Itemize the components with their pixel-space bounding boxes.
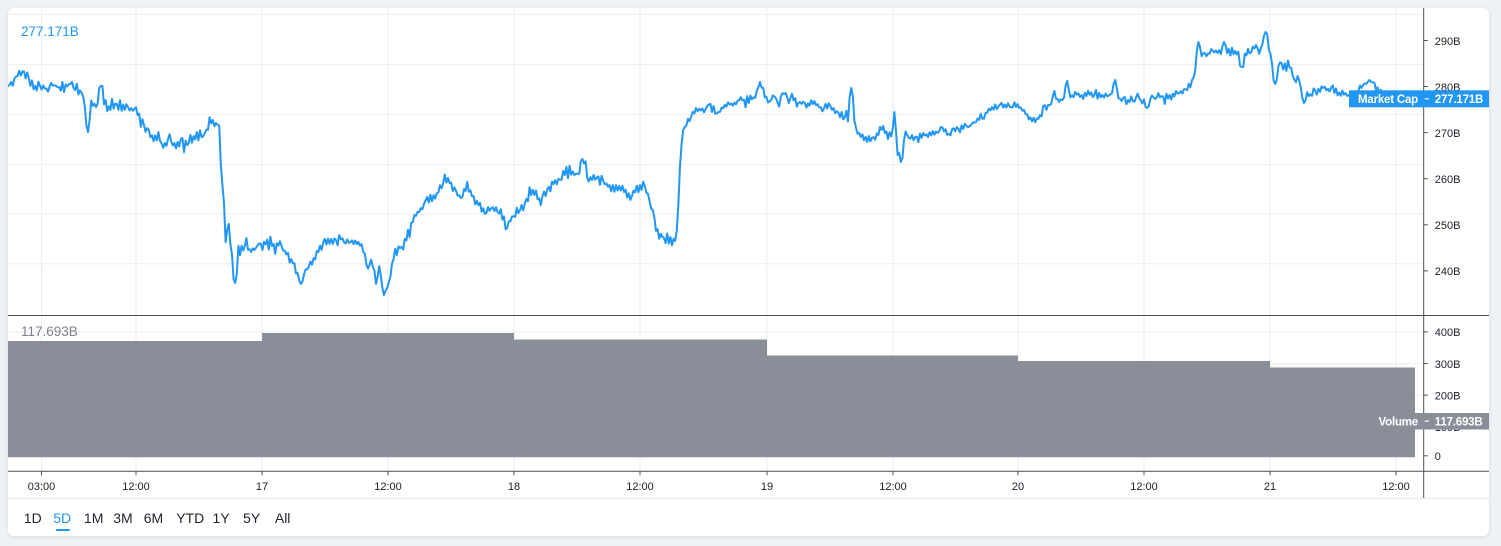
svg-text:12:00: 12:00 (879, 481, 907, 493)
svg-text:277.171B: 277.171B (1435, 94, 1483, 106)
svg-text:12:00: 12:00 (122, 481, 150, 493)
svg-text:12:00: 12:00 (374, 481, 402, 493)
svg-text:200B: 200B (1435, 390, 1461, 402)
svg-text:117.693B: 117.693B (1435, 416, 1483, 428)
svg-text:12:00: 12:00 (1130, 481, 1158, 493)
svg-text:0: 0 (1435, 451, 1441, 463)
svg-text:17: 17 (256, 481, 268, 493)
svg-text:270B: 270B (1435, 128, 1461, 140)
svg-text:21: 21 (1264, 481, 1276, 493)
svg-text:19: 19 (761, 481, 773, 493)
svg-text:Volume: Volume (1379, 416, 1418, 428)
svg-text:20: 20 (1012, 481, 1024, 493)
svg-text:18: 18 (508, 481, 520, 493)
svg-text:Market Cap: Market Cap (1358, 94, 1418, 106)
svg-text:260B: 260B (1435, 174, 1461, 186)
svg-text:03:00: 03:00 (28, 481, 56, 493)
svg-text:12:00: 12:00 (1382, 481, 1410, 493)
svg-text:12:00: 12:00 (626, 481, 654, 493)
svg-text:300B: 300B (1435, 359, 1461, 371)
svg-text:240B: 240B (1435, 266, 1461, 278)
svg-text:400B: 400B (1435, 327, 1461, 339)
svg-text:290B: 290B (1435, 36, 1461, 48)
svg-text:250B: 250B (1435, 220, 1461, 232)
